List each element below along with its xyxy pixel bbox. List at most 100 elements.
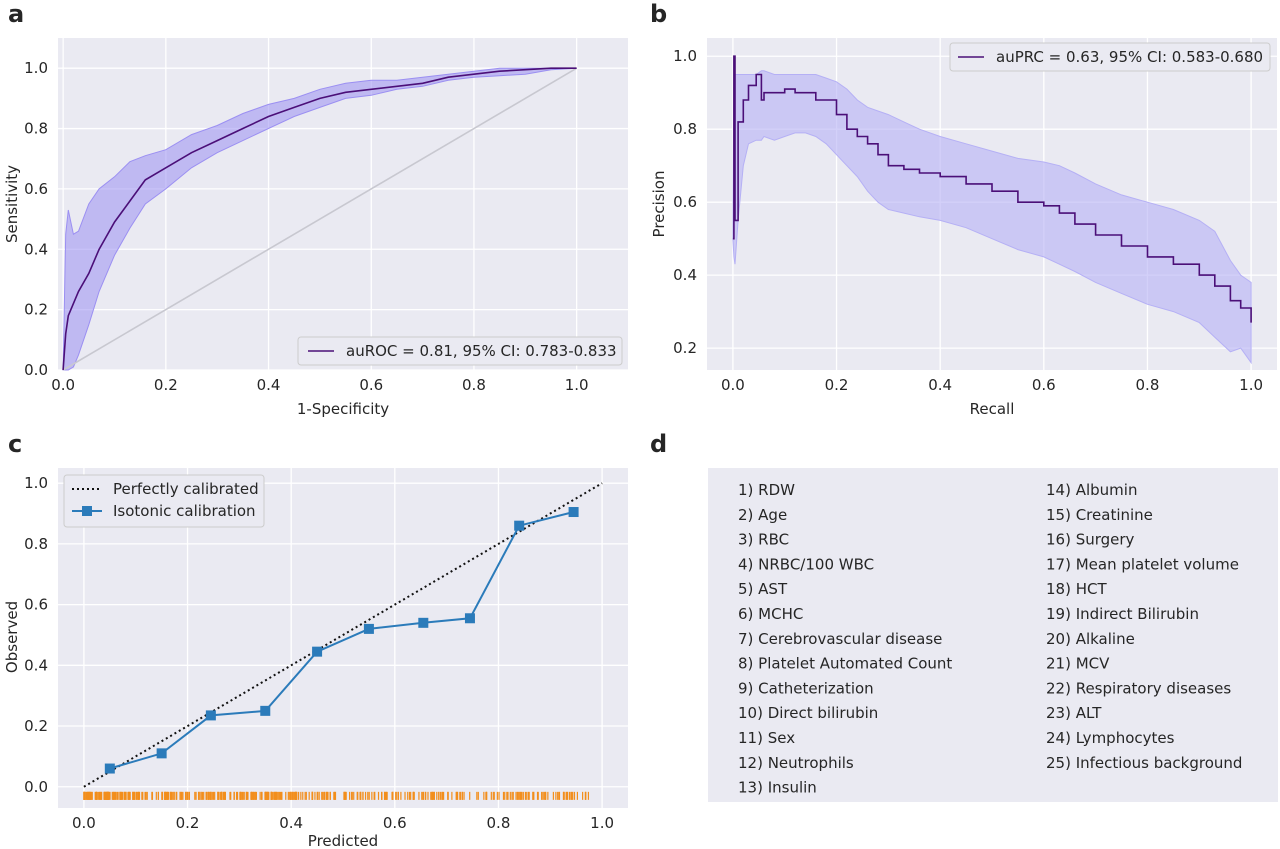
isotonic-point xyxy=(418,617,429,628)
y-tick-label: 0.0 xyxy=(24,778,48,796)
roc-legend: auROC = 0.81, 95% CI: 0.783-0.833 xyxy=(297,336,623,366)
isotonic-point xyxy=(514,520,525,531)
isotonic-point xyxy=(312,646,323,657)
feature-item: 23) ALT xyxy=(1046,704,1102,722)
calibration-tick-labels: 0.0 0.2 0.4 0.6 0.8 1.0 0.0 0.2 0.4 0.6 0.8 1.0 xyxy=(24,474,614,832)
y-tick-label: 0.4 xyxy=(24,656,48,674)
y-tick-label: 0.6 xyxy=(673,193,697,211)
calibration-legend-box xyxy=(63,474,265,528)
feature-item: 16) Surgery xyxy=(1046,531,1135,549)
feature-item: 14) Albumin xyxy=(1046,481,1137,499)
feature-item: 10) Direct bilirubin xyxy=(738,704,878,722)
feature-list-left: 1) RDW 2) Age 3) RBC 4) NRBC/100 WBC 5) AST 6… xyxy=(738,481,952,797)
feature-item: 11) Sex xyxy=(738,729,795,747)
feature-item: 12) Neutrophils xyxy=(738,754,854,772)
calibration-x-label: Predicted xyxy=(308,832,378,849)
y-tick-label: 0.6 xyxy=(24,180,48,198)
feature-item: 8) Platelet Automated Count xyxy=(738,655,952,673)
calibration-grid xyxy=(58,468,628,808)
isotonic-point xyxy=(568,507,579,518)
calibration-marks xyxy=(83,482,603,800)
x-tick-label: 0.6 xyxy=(359,376,383,394)
panel-letter-c: c xyxy=(8,430,22,458)
prc-marks xyxy=(732,55,1252,365)
legend-isotonic-swatch-marker xyxy=(82,506,92,516)
feature-item: 21) MCV xyxy=(1046,655,1110,673)
feature-item: 18) HCT xyxy=(1046,580,1107,598)
x-tick-label: 0.6 xyxy=(383,814,407,832)
prc-legend-box xyxy=(949,42,1271,72)
isotonic-calibration-line xyxy=(109,511,574,770)
isotonic-point xyxy=(260,705,271,716)
x-tick-label: 0.2 xyxy=(176,814,200,832)
x-tick-label: 0.4 xyxy=(257,376,281,394)
legend-perfect-label: Perfectly calibrated xyxy=(113,480,259,498)
y-tick-label: 0.8 xyxy=(24,120,48,138)
x-tick-label: 0.4 xyxy=(279,814,303,832)
isotonic-point xyxy=(104,763,115,774)
isotonic-point xyxy=(363,623,374,634)
x-tick-label: 0.8 xyxy=(462,376,486,394)
feature-item: 4) NRBC/100 WBC xyxy=(738,555,874,573)
roc-x-label: 1-Specificity xyxy=(297,400,389,418)
calibration-legend: Perfectly calibrated Isotonic calibratio… xyxy=(63,474,265,528)
feature-item: 24) Lymphocytes xyxy=(1046,729,1175,747)
prc-legend-label: auPRC = 0.63, 95% CI: 0.583-0.680 xyxy=(996,48,1263,66)
y-tick-label: 0.4 xyxy=(673,266,697,284)
feature-item: 22) Respiratory diseases xyxy=(1046,679,1231,697)
roc-legend-box xyxy=(297,336,623,366)
prc-curve-line xyxy=(732,55,1252,323)
roc-legend-label: auROC = 0.81, 95% CI: 0.783-0.833 xyxy=(346,342,617,360)
x-tick-label: 0.4 xyxy=(928,376,952,394)
isotonic-point xyxy=(464,613,475,624)
panel-letter-d: d xyxy=(650,430,667,458)
y-tick-label: 1.0 xyxy=(24,474,48,492)
x-tick-label: 0.2 xyxy=(154,376,178,394)
feature-list-panel: 1) RDW 2) Age 3) RBC 4) NRBC/100 WBC 5) AST 6… xyxy=(708,468,1278,802)
x-tick-label: 0.8 xyxy=(487,814,511,832)
y-tick-label: 1.0 xyxy=(24,59,48,77)
roc-tick-labels: 0.0 0.2 0.4 0.6 0.8 1.0 0.0 0.2 0.4 0.6 0.8 1.0 xyxy=(24,59,588,394)
y-tick-label: 0.8 xyxy=(673,120,697,138)
feature-item: 19) Indirect Bilirubin xyxy=(1046,605,1199,623)
panel-letter-b: b xyxy=(650,0,667,28)
y-tick-label: 0.6 xyxy=(24,596,48,614)
calibration-chart: 0.0 0.2 0.4 0.6 0.8 1.0 0.0 0.2 0.4 0.6 0.8 1.0 Pre… xyxy=(3,468,628,849)
prc-y-label: Precision xyxy=(650,171,668,238)
isotonic-point xyxy=(205,710,216,721)
prc-tick-labels: 0.0 0.2 0.4 0.6 0.8 1.0 0.2 0.4 0.6 0.8 1.0 xyxy=(673,47,1263,394)
prc-legend: auPRC = 0.63, 95% CI: 0.583-0.680 xyxy=(949,42,1271,72)
feature-item: 3) RBC xyxy=(738,531,789,549)
roc-grid xyxy=(58,38,628,371)
x-tick-label: 1.0 xyxy=(590,814,614,832)
feature-item: 9) Catheterization xyxy=(738,679,874,697)
feature-item: 20) Alkaline xyxy=(1046,630,1135,648)
panel-letter-a: a xyxy=(8,0,24,28)
y-tick-label: 1.0 xyxy=(673,47,697,65)
prc-chart: 0.0 0.2 0.4 0.6 0.8 1.0 0.2 0.4 0.6 0.8 1.0 Recall… xyxy=(650,38,1277,418)
feature-item: 17) Mean platelet volume xyxy=(1046,555,1239,573)
roc-y-label: Sensitivity xyxy=(3,165,21,243)
x-tick-label: 0.0 xyxy=(721,376,745,394)
x-tick-label: 0.2 xyxy=(825,376,849,394)
feature-item: 13) Insulin xyxy=(738,779,817,797)
feature-list-right: 14) Albumin 15) Creatinine 16) Surgery 17) … xyxy=(1046,481,1242,772)
feature-item: 1) RDW xyxy=(738,481,795,499)
x-tick-label: 0.0 xyxy=(72,814,96,832)
x-tick-label: 0.8 xyxy=(1136,376,1160,394)
y-tick-label: 0.8 xyxy=(24,535,48,553)
feature-item: 7) Cerebrovascular disease xyxy=(738,630,942,648)
feature-list-box xyxy=(708,468,1278,802)
x-tick-label: 1.0 xyxy=(565,376,589,394)
y-tick-label: 0.4 xyxy=(24,240,48,258)
y-tick-label: 0.2 xyxy=(24,717,48,735)
legend-isotonic-label: Isotonic calibration xyxy=(113,502,256,520)
roc-chance-diagonal xyxy=(62,67,578,371)
feature-item: 5) AST xyxy=(738,580,788,598)
feature-item: 15) Creatinine xyxy=(1046,506,1153,524)
x-tick-label: 1.0 xyxy=(1239,376,1263,394)
x-tick-label: 0.6 xyxy=(1032,376,1056,394)
isotonic-point xyxy=(156,748,167,759)
y-tick-label: 0.2 xyxy=(24,301,48,319)
feature-item: 25) Infectious background xyxy=(1046,754,1242,772)
